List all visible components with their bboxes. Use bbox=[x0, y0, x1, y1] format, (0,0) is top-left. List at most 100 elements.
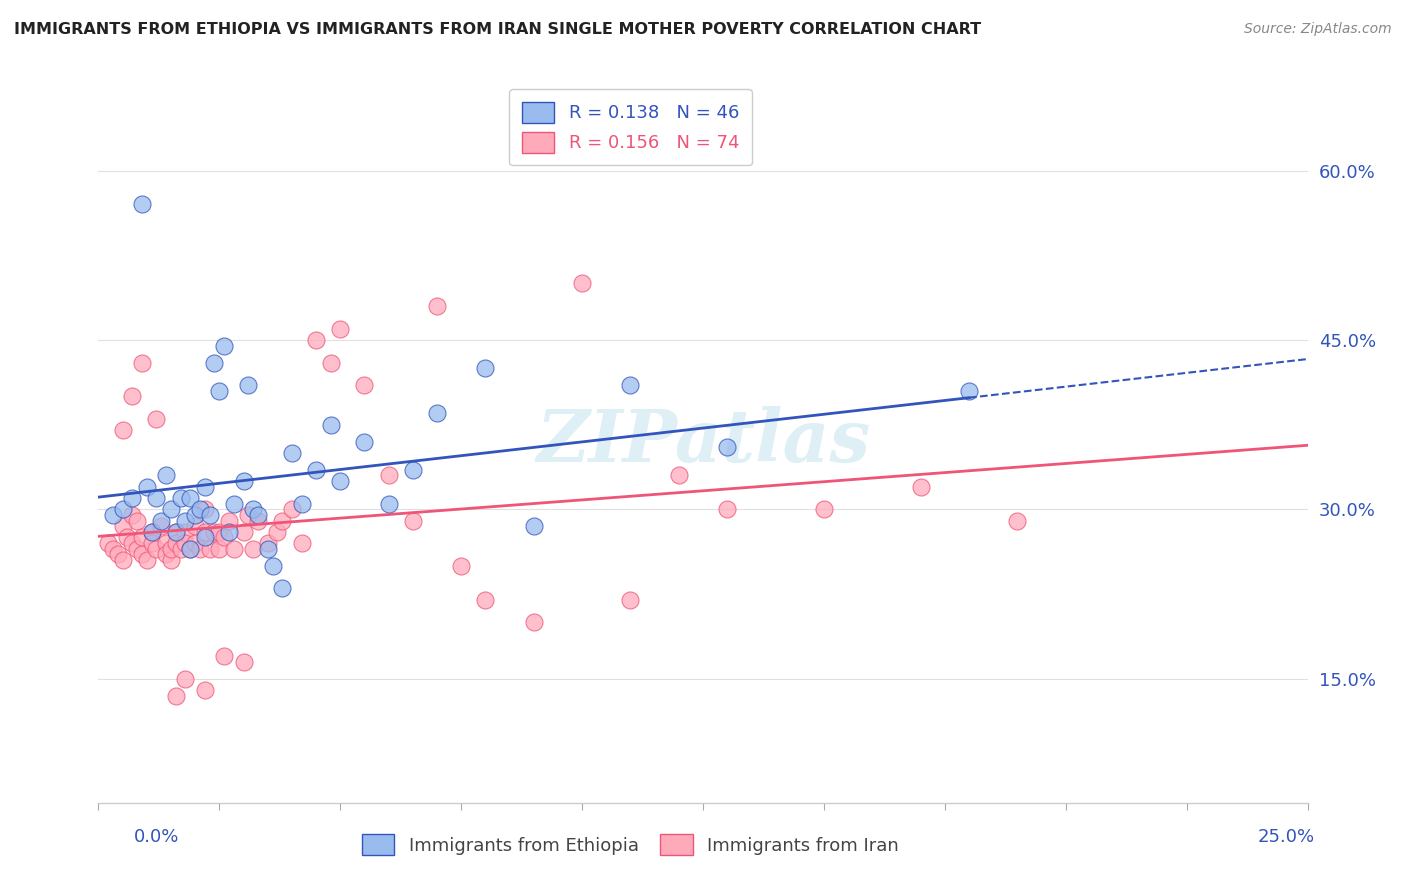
Point bbox=[135, 480, 157, 494]
Point bbox=[174, 672, 197, 686]
Point bbox=[242, 541, 264, 556]
Point bbox=[111, 553, 134, 567]
Point bbox=[271, 582, 294, 596]
Point bbox=[179, 491, 201, 505]
Point bbox=[402, 463, 425, 477]
Point bbox=[179, 541, 201, 556]
Point bbox=[212, 648, 235, 663]
Point bbox=[165, 536, 187, 550]
Point bbox=[426, 299, 449, 313]
Point bbox=[155, 468, 177, 483]
Point bbox=[194, 682, 217, 697]
Text: IMMIGRANTS FROM ETHIOPIA VS IMMIGRANTS FROM IRAN SINGLE MOTHER POVERTY CORRELATI: IMMIGRANTS FROM ETHIOPIA VS IMMIGRANTS F… bbox=[14, 22, 981, 37]
Point bbox=[256, 536, 278, 550]
Point bbox=[232, 655, 254, 669]
Point bbox=[131, 548, 153, 562]
Point bbox=[523, 519, 546, 533]
Point bbox=[160, 553, 183, 567]
Point bbox=[165, 689, 187, 703]
Point bbox=[474, 361, 496, 376]
Point bbox=[319, 417, 342, 432]
Point bbox=[218, 524, 240, 539]
Point bbox=[111, 502, 134, 516]
Point bbox=[198, 508, 221, 522]
Point bbox=[238, 508, 260, 522]
Point bbox=[377, 468, 399, 483]
Point bbox=[101, 541, 124, 556]
Point bbox=[131, 197, 153, 211]
Point bbox=[571, 277, 593, 291]
Text: 25.0%: 25.0% bbox=[1257, 828, 1315, 846]
Point bbox=[127, 514, 149, 528]
Point bbox=[957, 384, 980, 398]
Text: 0.0%: 0.0% bbox=[134, 828, 179, 846]
Point bbox=[121, 491, 143, 505]
Point bbox=[141, 524, 163, 539]
Point bbox=[716, 440, 738, 454]
Point bbox=[184, 519, 207, 533]
Point bbox=[232, 524, 254, 539]
Point bbox=[305, 333, 328, 347]
Point bbox=[281, 446, 304, 460]
Point bbox=[165, 524, 187, 539]
Point bbox=[155, 536, 177, 550]
Point bbox=[329, 474, 352, 488]
Point bbox=[256, 541, 278, 556]
Point bbox=[212, 531, 235, 545]
Point bbox=[474, 592, 496, 607]
Point bbox=[131, 355, 153, 369]
Point bbox=[169, 491, 191, 505]
Point bbox=[188, 502, 211, 516]
Point bbox=[266, 524, 288, 539]
Point bbox=[194, 502, 217, 516]
Point bbox=[204, 524, 226, 539]
Point bbox=[194, 531, 217, 545]
Point bbox=[97, 536, 120, 550]
Text: Source: ZipAtlas.com: Source: ZipAtlas.com bbox=[1244, 22, 1392, 37]
Point bbox=[111, 519, 134, 533]
Point bbox=[402, 514, 425, 528]
Point bbox=[242, 502, 264, 516]
Point bbox=[141, 524, 163, 539]
Point bbox=[145, 412, 167, 426]
Point bbox=[174, 514, 197, 528]
Point bbox=[121, 536, 143, 550]
Point bbox=[179, 541, 201, 556]
Point bbox=[208, 384, 231, 398]
Point bbox=[184, 508, 207, 522]
Point bbox=[353, 434, 375, 449]
Point bbox=[121, 508, 143, 522]
Point bbox=[174, 524, 197, 539]
Point bbox=[716, 502, 738, 516]
Point bbox=[208, 541, 231, 556]
Point bbox=[329, 321, 352, 335]
Point bbox=[107, 548, 129, 562]
Point bbox=[910, 480, 932, 494]
Point bbox=[198, 541, 221, 556]
Point bbox=[141, 536, 163, 550]
Point bbox=[813, 502, 835, 516]
Point bbox=[135, 553, 157, 567]
Point bbox=[127, 541, 149, 556]
Point bbox=[222, 497, 245, 511]
Point bbox=[160, 541, 183, 556]
Point bbox=[271, 514, 294, 528]
Point bbox=[262, 558, 284, 573]
Point bbox=[194, 524, 217, 539]
Point bbox=[145, 541, 167, 556]
Point bbox=[247, 508, 270, 522]
Point bbox=[290, 536, 312, 550]
Point bbox=[218, 514, 240, 528]
Point bbox=[174, 536, 197, 550]
Point bbox=[121, 389, 143, 403]
Point bbox=[188, 541, 211, 556]
Point bbox=[353, 378, 375, 392]
Point bbox=[150, 519, 173, 533]
Point bbox=[450, 558, 472, 573]
Point bbox=[281, 502, 304, 516]
Point bbox=[377, 497, 399, 511]
Point bbox=[619, 592, 641, 607]
Legend: R = 0.138   N = 46, R = 0.156   N = 74: R = 0.138 N = 46, R = 0.156 N = 74 bbox=[509, 89, 752, 165]
Point bbox=[319, 355, 342, 369]
Text: ZIPatlas: ZIPatlas bbox=[536, 406, 870, 477]
